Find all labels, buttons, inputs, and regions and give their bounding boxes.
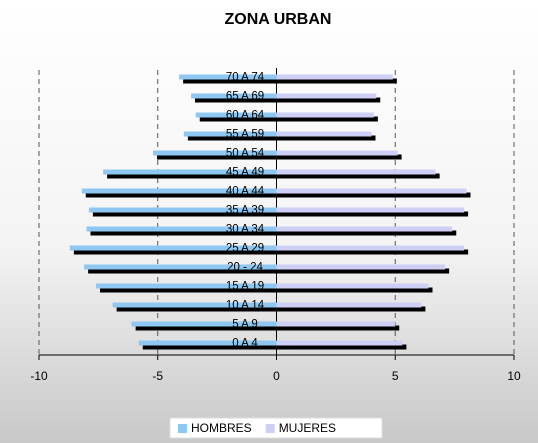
bar bbox=[138, 340, 277, 346]
bar bbox=[276, 340, 403, 346]
bar-shadow bbox=[280, 325, 400, 331]
bar bbox=[276, 207, 465, 213]
bar-shadow bbox=[195, 97, 281, 103]
y-tick-label: 10 A 14 bbox=[226, 300, 265, 312]
bar-shadow bbox=[280, 249, 469, 255]
bar bbox=[131, 321, 277, 327]
legend-box bbox=[169, 417, 383, 439]
bar-shadow bbox=[107, 173, 281, 179]
bar bbox=[276, 264, 446, 270]
y-tick-label: 45 A 49 bbox=[226, 167, 264, 179]
bar-shadow bbox=[280, 211, 469, 217]
bar bbox=[81, 188, 277, 194]
x-tick-label: 5 bbox=[392, 369, 399, 383]
y-tick-label: 60 A 64 bbox=[226, 110, 265, 122]
bar bbox=[276, 302, 422, 308]
bar-shadow bbox=[280, 135, 376, 141]
y-tick-label: 30 A 34 bbox=[226, 224, 265, 236]
bar bbox=[276, 131, 372, 137]
bar-shadow bbox=[116, 306, 281, 312]
bar-shadow bbox=[142, 344, 281, 350]
bar bbox=[276, 150, 398, 156]
y-tick-label: 70 A 74 bbox=[226, 72, 265, 84]
bar-shadow bbox=[73, 249, 281, 255]
bar bbox=[112, 302, 277, 308]
x-tick-label: 0 bbox=[273, 369, 280, 383]
bar bbox=[276, 112, 374, 118]
legend-swatch bbox=[178, 424, 187, 433]
chart-title: ZONA URBAN bbox=[225, 11, 332, 28]
legend-swatch bbox=[265, 424, 275, 433]
bar bbox=[276, 169, 436, 175]
x-tick-label: -5 bbox=[152, 369, 163, 383]
bar bbox=[86, 226, 277, 232]
bar-shadow bbox=[85, 192, 281, 198]
bar bbox=[191, 93, 277, 99]
bar-shadow bbox=[88, 268, 281, 274]
bar bbox=[96, 283, 277, 289]
bar bbox=[195, 112, 277, 118]
y-tick-label: 40 A 44 bbox=[226, 186, 265, 198]
bar-shadow bbox=[280, 230, 457, 236]
bar bbox=[88, 207, 277, 213]
bar-shadow bbox=[183, 78, 281, 84]
bar-shadow bbox=[187, 135, 281, 141]
x-tick-label: 10 bbox=[507, 369, 521, 383]
bar bbox=[276, 74, 393, 80]
bar-shadow bbox=[135, 325, 281, 331]
y-tick-label: 35 A 39 bbox=[226, 205, 264, 217]
bar-shadow bbox=[280, 116, 378, 122]
bar-shadow bbox=[199, 116, 281, 122]
bar-shadow bbox=[280, 268, 450, 274]
bar-shadow bbox=[280, 192, 471, 198]
bar bbox=[84, 264, 277, 270]
bar-shadow bbox=[100, 287, 281, 293]
bar bbox=[103, 169, 277, 175]
y-tick-label: 20 - 24 bbox=[227, 262, 263, 274]
bar-shadow bbox=[92, 211, 281, 217]
bar-shadow bbox=[280, 344, 407, 350]
y-tick-label: 50 A 54 bbox=[226, 148, 265, 160]
x-tick-label: -10 bbox=[30, 369, 48, 383]
bar-shadow bbox=[280, 97, 381, 103]
bar-shadow bbox=[280, 154, 402, 160]
bar bbox=[276, 226, 453, 232]
bar bbox=[69, 245, 277, 251]
y-tick-label: 25 A 29 bbox=[226, 243, 264, 255]
bar bbox=[153, 150, 277, 156]
bar bbox=[183, 131, 277, 137]
bar bbox=[179, 74, 277, 80]
bar-shadow bbox=[280, 78, 397, 84]
bar bbox=[276, 188, 467, 194]
bar bbox=[276, 321, 396, 327]
bar bbox=[276, 245, 465, 251]
y-tick-label: 15 A 19 bbox=[226, 281, 264, 293]
bar bbox=[276, 283, 429, 289]
y-tick-label: 5 A 9 bbox=[232, 319, 258, 331]
y-tick-label: 65 A 69 bbox=[226, 91, 264, 103]
y-tick-label: 0 A 4 bbox=[232, 338, 258, 350]
bar-shadow bbox=[280, 287, 433, 293]
bar-shadow bbox=[280, 173, 440, 179]
bar-shadow bbox=[90, 230, 281, 236]
legend-label: HOMBRES bbox=[191, 421, 252, 435]
bar-shadow bbox=[157, 154, 281, 160]
bar-shadow bbox=[280, 306, 426, 312]
bar bbox=[276, 93, 377, 99]
legend-label: MUJERES bbox=[279, 421, 336, 435]
y-tick-label: 55 A 59 bbox=[226, 129, 264, 141]
